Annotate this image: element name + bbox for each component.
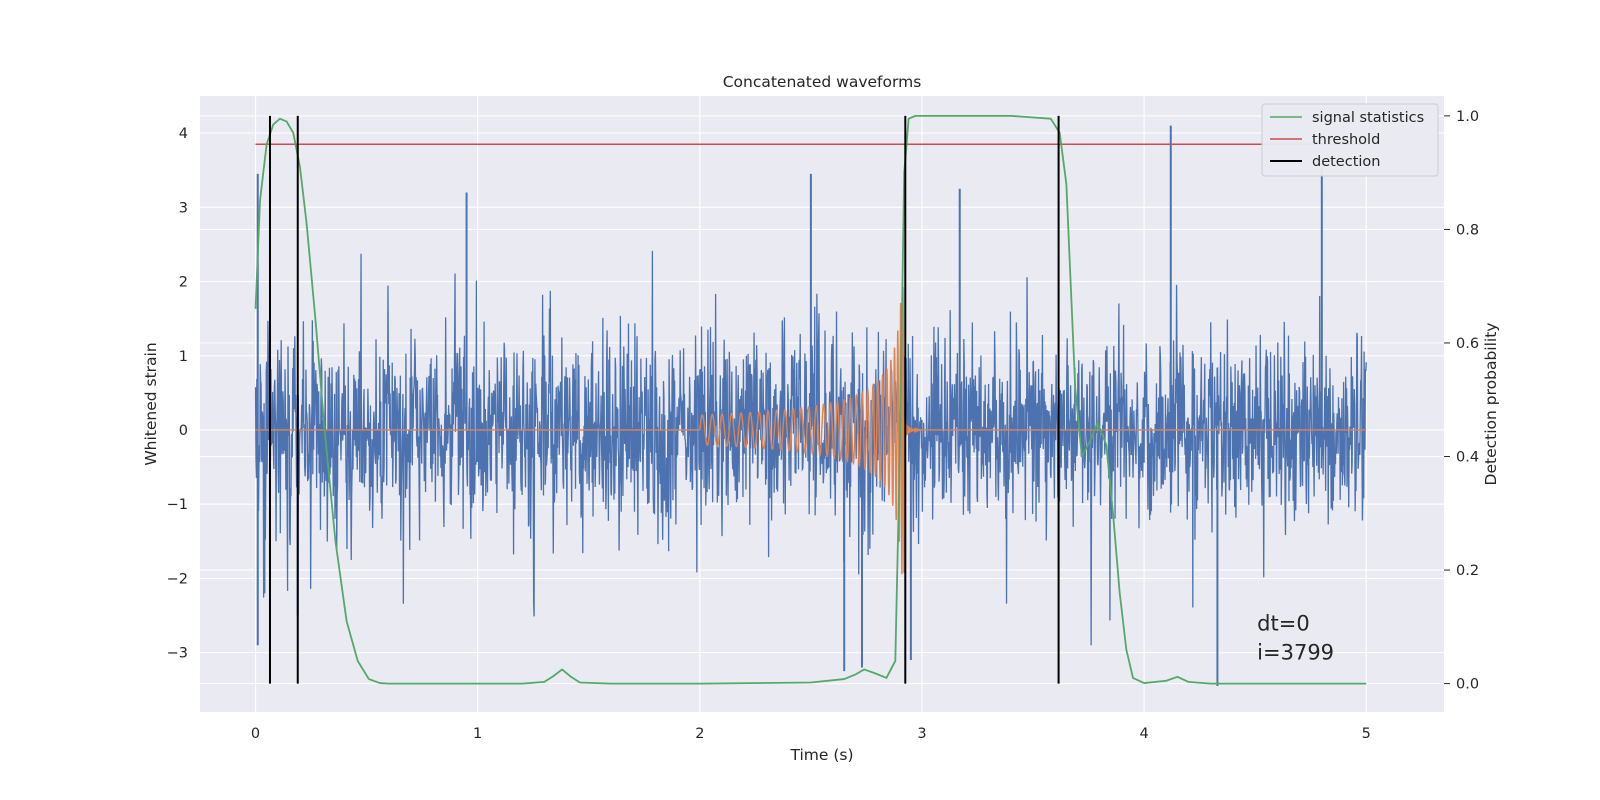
annotation-dt: dt=0	[1257, 611, 1310, 635]
right-y-tick-label: 1.0	[1456, 109, 1479, 125]
right-y-axis-label: Detection probability	[1482, 323, 1500, 486]
legend-label-signal-statistics: signal statistics	[1312, 110, 1424, 126]
annotation: dt=0 i=3799	[1257, 611, 1334, 664]
right-y-tick-label: 0.0	[1456, 677, 1479, 693]
legend: signal statistics threshold detection	[1261, 103, 1439, 177]
chart-title: Concatenated waveforms	[723, 73, 922, 91]
left-y-tick-label: 4	[179, 126, 188, 142]
plot-area	[200, 96, 1444, 712]
left-y-tick-label: 2	[179, 275, 188, 291]
left-y-tick-label: −3	[167, 646, 188, 662]
chart-marks	[254, 114, 1367, 687]
left-y-tick-label: 0	[179, 423, 188, 439]
series-injected-waveform	[255, 286, 1367, 575]
x-tick-label: 1	[473, 726, 482, 742]
annotation-index: i=3799	[1257, 640, 1334, 664]
left-y-tick-label: −1	[167, 497, 188, 513]
right-y-tick-label: 0.8	[1456, 222, 1479, 238]
tick-labels: 0 1 2 3 4 5 −3 −2 −1 0 1 2 3 4 0.0 0.2 0.4 0.6 0.8 1.0	[167, 109, 1479, 742]
legend-label-detection: detection	[1312, 154, 1380, 170]
x-tick-label: 3	[917, 726, 926, 742]
left-y-tick-label: −2	[167, 571, 188, 587]
right-y-tick-label: 0.2	[1456, 563, 1479, 579]
x-tick-label: 2	[695, 726, 704, 742]
left-y-axis-label: Whitened strain	[142, 342, 160, 465]
right-y-tick-label: 0.4	[1456, 450, 1479, 466]
series-signal-statistics	[254, 114, 1367, 685]
x-tick-label: 4	[1139, 726, 1148, 742]
legend-label-threshold: threshold	[1312, 132, 1380, 148]
legend-box	[1261, 103, 1439, 177]
x-axis-label: Time (s)	[789, 746, 853, 764]
left-y-tick-label: 3	[179, 200, 188, 216]
left-y-tick-label: 1	[179, 349, 188, 365]
right-y-tick-label: 0.6	[1456, 336, 1479, 352]
x-tick-label: 5	[1362, 726, 1371, 742]
x-tick-label: 0	[251, 726, 260, 742]
